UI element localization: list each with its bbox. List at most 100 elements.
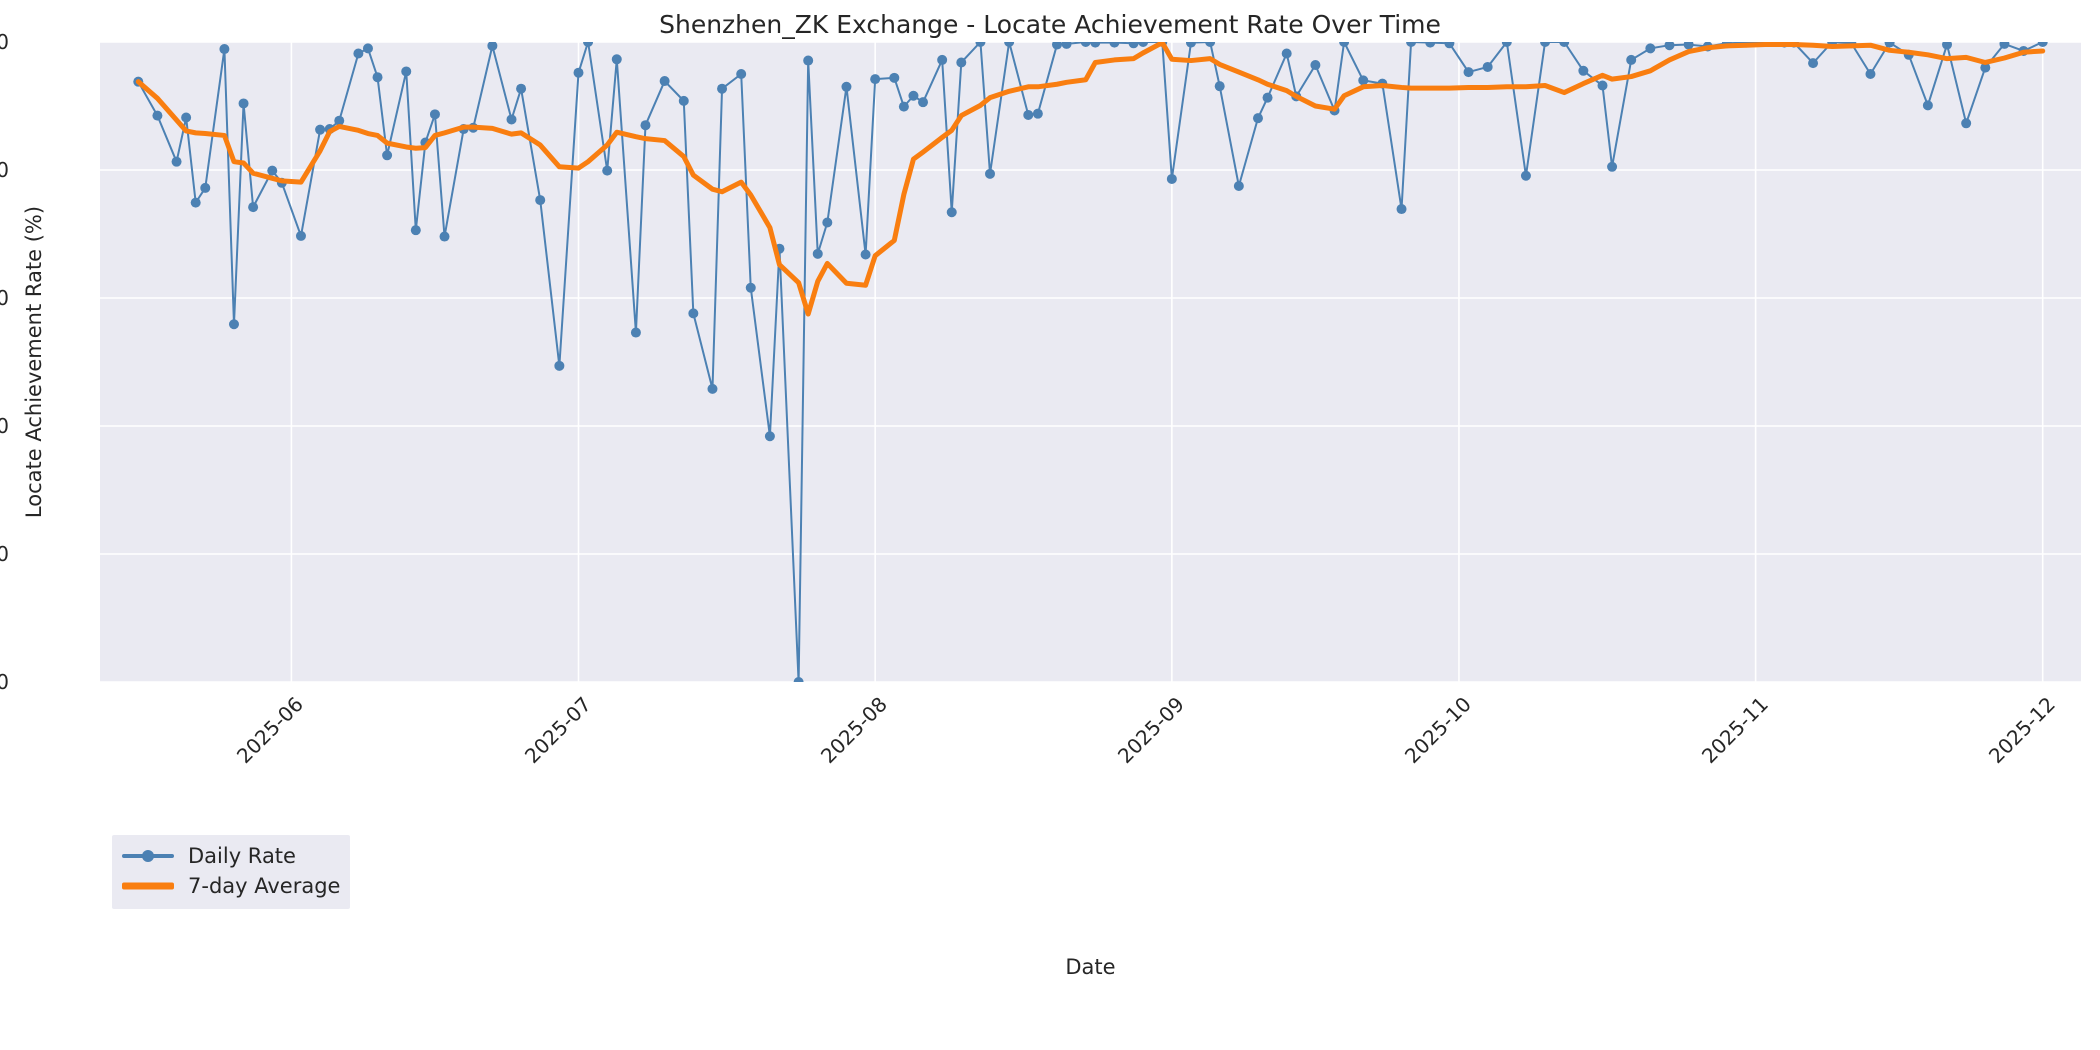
data-point	[439, 231, 450, 242]
data-point	[975, 42, 986, 47]
data-point	[745, 282, 756, 293]
data-point	[717, 83, 728, 94]
data-point	[228, 319, 239, 330]
x-tick-label: 2025-09	[1112, 692, 1189, 769]
data-point	[1109, 42, 1120, 48]
data-point	[1214, 81, 1225, 92]
data-point	[1559, 42, 1570, 47]
data-point	[315, 124, 326, 135]
x-tick-label: 2025-06	[232, 692, 309, 769]
data-point	[1233, 181, 1244, 191]
legend-swatch-7-day-average	[122, 876, 174, 896]
data-point	[1090, 42, 1101, 48]
data-point	[630, 327, 641, 338]
data-point	[1205, 42, 1216, 47]
data-point	[1023, 109, 1034, 120]
data-point	[918, 97, 929, 108]
data-point	[707, 383, 718, 394]
data-point	[1262, 92, 1273, 103]
data-point	[362, 43, 373, 54]
y-tick-label: 0	[0, 670, 9, 694]
x-tick-label: 2025-12	[1983, 692, 2060, 769]
data-point	[602, 165, 613, 176]
data-point	[1597, 80, 1608, 91]
plot-svg	[100, 42, 2081, 682]
data-point	[1578, 65, 1589, 76]
data-point	[353, 48, 364, 59]
data-point	[640, 120, 651, 131]
y-tick-label: 20	[0, 542, 9, 566]
data-point	[1626, 54, 1637, 65]
data-point	[554, 360, 565, 371]
gridlines	[100, 42, 2081, 682]
data-point	[1166, 173, 1177, 184]
chart-title: Shenzhen_ZK Exchange - Locate Achievemen…	[659, 10, 1441, 39]
data-point	[429, 109, 440, 120]
series-line-0	[137, 42, 2044, 682]
data-point	[535, 195, 546, 206]
data-point	[1252, 113, 1263, 124]
data-point	[487, 42, 498, 51]
y-axis-label: Locate Achievement Rate (%)	[22, 205, 46, 519]
data-point	[181, 112, 192, 123]
data-point	[1922, 100, 1933, 111]
data-point	[956, 57, 967, 68]
data-point	[898, 101, 909, 112]
data-point	[1664, 42, 1675, 51]
data-point	[200, 182, 211, 193]
data-point	[985, 168, 996, 179]
data-point	[860, 249, 871, 260]
data-point	[1080, 42, 1091, 47]
data-point	[1980, 62, 1991, 73]
data-point	[1032, 108, 1043, 119]
chart-legend: Daily Rate 7-day Average	[112, 835, 351, 909]
data-point	[410, 225, 421, 236]
legend-swatch-daily-rate	[122, 846, 174, 866]
x-tick-label: 2025-10	[1399, 692, 1476, 769]
x-tick-label: 2025-08	[816, 692, 893, 769]
data-point	[219, 44, 230, 55]
legend-item-7-day-average: 7-day Average	[122, 871, 340, 901]
data-point	[764, 431, 775, 442]
y-tick-label: 60	[0, 286, 9, 310]
data-point	[946, 207, 957, 218]
data-point	[889, 72, 900, 83]
data-point	[1607, 161, 1618, 172]
data-point	[1138, 42, 1149, 47]
data-point	[1425, 42, 1436, 48]
data-point	[1463, 67, 1474, 78]
data-point	[611, 54, 622, 65]
data-point	[1444, 42, 1455, 49]
data-point	[659, 76, 670, 87]
data-point	[506, 114, 517, 125]
data-point	[688, 308, 699, 319]
data-point	[401, 66, 412, 77]
series-layer	[133, 42, 2048, 682]
data-point	[1942, 42, 1953, 50]
data-point	[1406, 42, 1417, 47]
data-point	[1865, 69, 1876, 79]
data-point	[1339, 42, 1350, 47]
data-point	[248, 202, 259, 213]
data-point	[238, 98, 249, 109]
data-point	[1310, 60, 1321, 71]
series-line-1	[135, 42, 2046, 317]
data-point	[1808, 58, 1819, 69]
data-point	[870, 74, 881, 85]
data-point	[516, 83, 527, 94]
data-point	[1004, 42, 1015, 47]
data-point	[1128, 42, 1139, 49]
data-point	[1520, 170, 1531, 181]
data-point	[267, 165, 278, 176]
data-point	[190, 197, 201, 208]
legend-item-daily-rate: Daily Rate	[122, 841, 340, 871]
data-point	[937, 54, 948, 65]
x-tick-label: 2025-11	[1696, 692, 1773, 769]
legend-label-daily-rate: Daily Rate	[188, 844, 296, 868]
data-point	[152, 110, 163, 121]
data-point	[1358, 75, 1369, 86]
data-point	[1961, 118, 1972, 129]
data-point	[1683, 42, 1694, 50]
data-point	[812, 248, 823, 259]
